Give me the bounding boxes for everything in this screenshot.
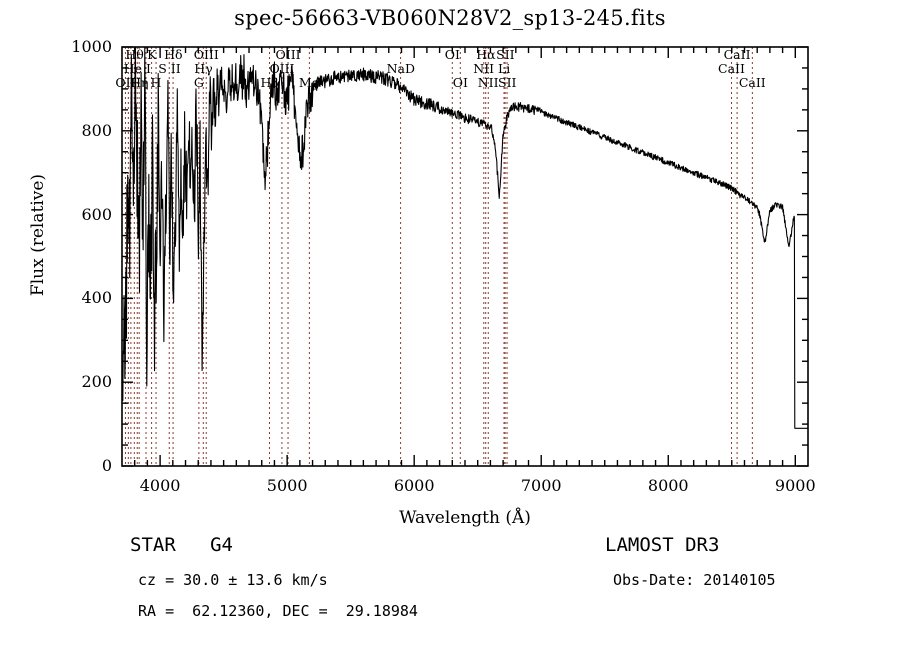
y-tick-label: 1000 bbox=[71, 37, 112, 56]
x-tick-label: 8000 bbox=[647, 476, 689, 495]
y-axis-title: Flux (relative) bbox=[28, 173, 48, 297]
spectral-line-label: Hη bbox=[130, 75, 149, 90]
spectral-line-label: CaII bbox=[738, 75, 766, 90]
spectral-line-label: Hθ bbox=[125, 47, 144, 62]
observation-date: Obs-Date: 20140105 bbox=[613, 571, 776, 589]
y-tick-label: 400 bbox=[81, 288, 112, 308]
x-tick-label: 9000 bbox=[774, 476, 816, 495]
spectral-line-label: Hα bbox=[476, 47, 496, 62]
redshift-velocity: cz = 30.0 ± 13.6 km/s bbox=[138, 571, 328, 589]
spectral-line-label: H bbox=[150, 75, 162, 90]
spectral-line-label: NII bbox=[477, 75, 499, 90]
spectral-line-label: CaII bbox=[718, 61, 745, 76]
spectral-line-label: OIII bbox=[193, 47, 219, 62]
spectral-line-label: OIII bbox=[269, 61, 295, 76]
spectrum-curve bbox=[121, 46, 808, 429]
spectral-line-label: OIII bbox=[275, 47, 301, 62]
x-tick-label: 7000 bbox=[520, 476, 562, 495]
spectral-line-label: He I bbox=[123, 61, 151, 76]
survey-name: LAMOST DR3 bbox=[605, 534, 720, 556]
spectral-line-label: G bbox=[193, 75, 204, 90]
spectral-line-label: OI bbox=[444, 47, 460, 62]
x-axis-title: Wavelength (Å) bbox=[399, 508, 531, 528]
page-title: spec-56663-VB060N28V2_sp13-245.fits bbox=[234, 6, 666, 30]
x-tick-label: 6000 bbox=[393, 476, 435, 495]
y-tick-label: 200 bbox=[81, 372, 112, 392]
x-tick-label: 5000 bbox=[266, 476, 308, 495]
spectral-line-label: K bbox=[147, 47, 157, 62]
y-tick-label: 0 bbox=[101, 456, 112, 475]
spectral-line-label: OII bbox=[115, 75, 136, 90]
sky-coordinates: RA = 62.12360, DEC = 29.18984 bbox=[138, 602, 418, 620]
spectral-line-label: OI bbox=[452, 75, 468, 90]
spectral-line-label: Mg bbox=[298, 75, 320, 90]
spectral-line-label: Hβ bbox=[260, 75, 279, 90]
spectral-line-label: Hγ bbox=[194, 61, 213, 76]
spectral-line-label: SII bbox=[496, 47, 515, 62]
spectral-line-label: SII bbox=[498, 75, 517, 90]
spectral-line-label: NII bbox=[473, 61, 495, 76]
spectral-line-label: CaII bbox=[723, 47, 751, 62]
plot-frame bbox=[121, 46, 809, 467]
spectral-line-label: Li bbox=[498, 61, 511, 76]
spectral-line-label: NaD bbox=[386, 61, 415, 76]
spectral-line-label: S II bbox=[158, 61, 181, 76]
y-tick-label: 600 bbox=[81, 204, 112, 224]
x-tick-label: 4000 bbox=[139, 476, 181, 495]
spectral-line-label: Hδ bbox=[164, 47, 183, 62]
object-type-class: STAR G4 bbox=[130, 534, 233, 556]
y-tick-label: 800 bbox=[81, 120, 112, 140]
